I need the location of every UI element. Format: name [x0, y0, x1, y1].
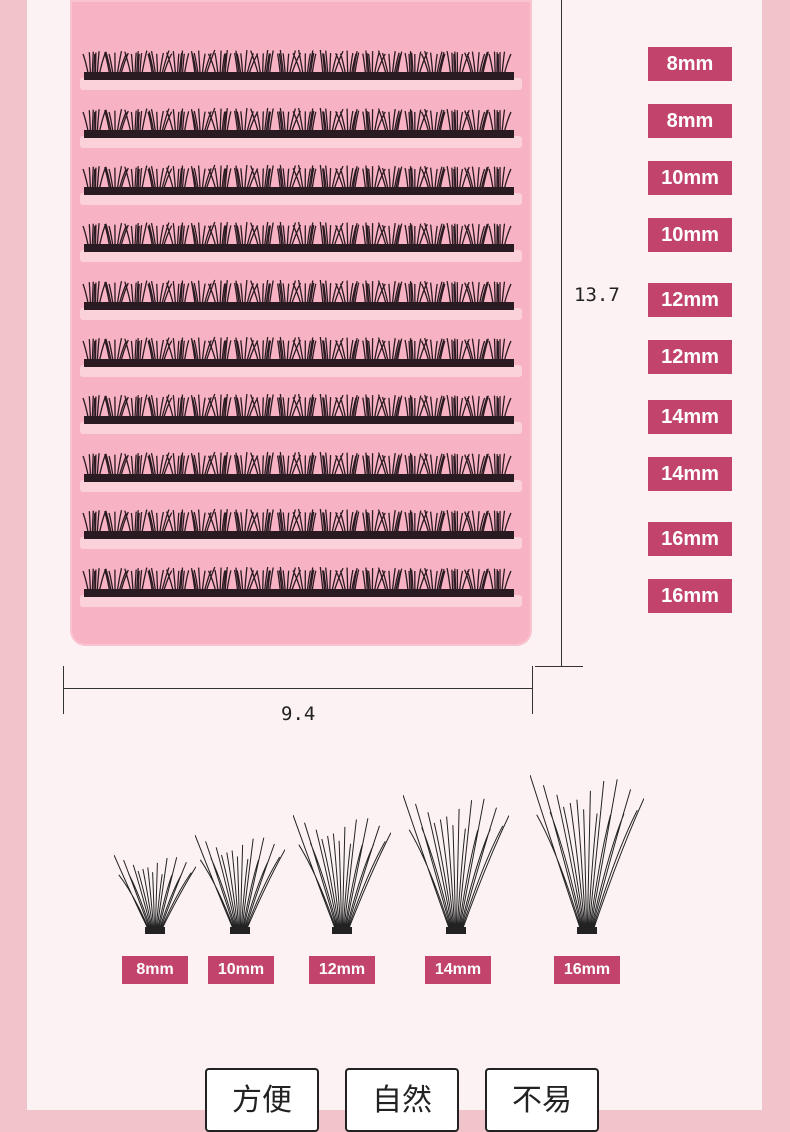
cluster-size-label: 16mm [554, 956, 620, 984]
tray-shelf [80, 78, 522, 90]
width-dimension-value: 9.4 [281, 703, 316, 725]
tray-shelf [80, 595, 522, 607]
tray-shelf [80, 480, 522, 492]
height-dimension-value: 13.7 [574, 284, 620, 306]
lash-cluster-image [114, 855, 196, 934]
lash-strip-image [82, 336, 514, 367]
lash-strip-image [82, 508, 514, 539]
lash-strip-image [82, 107, 514, 138]
lash-cluster-image [530, 775, 644, 934]
lash-cluster-image [293, 815, 391, 934]
lash-strip-row [80, 450, 522, 492]
row-size-label: 10mm [648, 161, 732, 195]
tray-shelf [80, 537, 522, 549]
row-size-label: 14mm [648, 457, 732, 491]
row-size-label: 16mm [648, 522, 732, 556]
width-dimension-tick-left [63, 666, 64, 714]
lash-cluster-image [403, 795, 509, 934]
tray-shelf [80, 422, 522, 434]
width-dimension-tick-right [532, 666, 533, 714]
tray-shelf [80, 136, 522, 148]
feature-tag: 不易 [485, 1068, 599, 1132]
lash-strip-row [80, 163, 522, 205]
lash-strip-row [80, 220, 522, 262]
cluster-size-label: 8mm [122, 956, 188, 984]
lash-strip-image [82, 279, 514, 310]
row-size-label: 8mm [648, 47, 732, 81]
lash-strip-row [80, 565, 522, 607]
tray-shelf [80, 193, 522, 205]
height-dimension-tick [535, 666, 583, 667]
row-size-label: 12mm [648, 283, 732, 317]
row-size-label: 12mm [648, 340, 732, 374]
height-dimension-line [561, 0, 562, 666]
feature-tag: 自然 [345, 1068, 459, 1132]
lash-cluster-image [195, 835, 285, 934]
row-size-label: 10mm [648, 218, 732, 252]
tray-shelf [80, 250, 522, 262]
lash-strip-row [80, 278, 522, 320]
cluster-size-label: 10mm [208, 956, 274, 984]
lash-tray [70, 0, 532, 646]
tray-shelf [80, 308, 522, 320]
lash-strip-image [82, 49, 514, 80]
width-dimension-line [64, 688, 533, 689]
lash-strip-row [80, 335, 522, 377]
cluster-size-label: 12mm [309, 956, 375, 984]
lash-strip-image [82, 566, 514, 597]
lash-strip-row [80, 507, 522, 549]
lash-strip-image [82, 164, 514, 195]
cluster-size-label: 14mm [425, 956, 491, 984]
tray-shelf [80, 365, 522, 377]
row-size-label: 8mm [648, 104, 732, 138]
lash-strip-row [80, 48, 522, 90]
lash-strip-image [82, 221, 514, 252]
feature-tag: 方便 [205, 1068, 319, 1132]
lash-strip-row [80, 392, 522, 434]
row-size-label: 16mm [648, 579, 732, 613]
lash-strip-image [82, 393, 514, 424]
row-size-label: 14mm [648, 400, 732, 434]
lash-strip-row [80, 106, 522, 148]
lash-strip-image [82, 451, 514, 482]
